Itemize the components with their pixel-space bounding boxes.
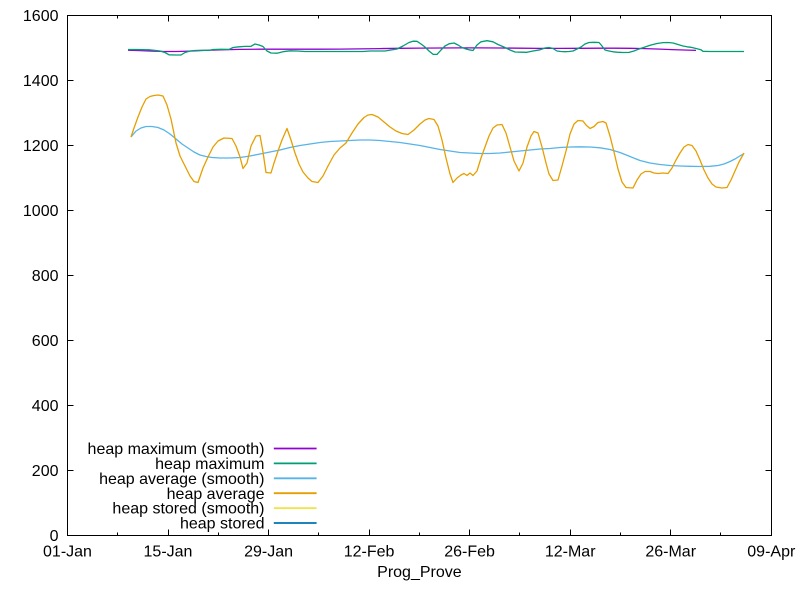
svg-text:Prog_Prove: Prog_Prove (377, 564, 462, 581)
svg-text:heap stored (smooth): heap stored (smooth) (112, 501, 264, 518)
svg-text:heap maximum (smooth): heap maximum (smooth) (88, 441, 265, 458)
svg-text:heap stored: heap stored (180, 516, 265, 533)
svg-text:600: 600 (32, 333, 59, 350)
svg-text:1400: 1400 (23, 73, 59, 90)
svg-text:09-Apr: 09-Apr (747, 544, 796, 561)
svg-text:heap average (smooth): heap average (smooth) (99, 471, 264, 488)
svg-text:1600: 1600 (23, 8, 59, 25)
svg-text:heap maximum: heap maximum (155, 456, 264, 473)
svg-text:26-Mar: 26-Mar (645, 544, 696, 561)
svg-text:15-Jan: 15-Jan (144, 544, 193, 561)
svg-text:01-Jan: 01-Jan (43, 544, 92, 561)
svg-text:12-Mar: 12-Mar (545, 544, 596, 561)
svg-text:29-Jan: 29-Jan (244, 544, 293, 561)
svg-text:1000: 1000 (23, 203, 59, 220)
svg-text:heap average: heap average (167, 486, 265, 503)
svg-text:12-Feb: 12-Feb (344, 544, 395, 561)
svg-text:0: 0 (50, 528, 59, 545)
svg-text:200: 200 (32, 463, 59, 480)
svg-text:800: 800 (32, 268, 59, 285)
svg-text:26-Feb: 26-Feb (444, 544, 495, 561)
svg-text:400: 400 (32, 398, 59, 415)
svg-text:1200: 1200 (23, 138, 59, 155)
